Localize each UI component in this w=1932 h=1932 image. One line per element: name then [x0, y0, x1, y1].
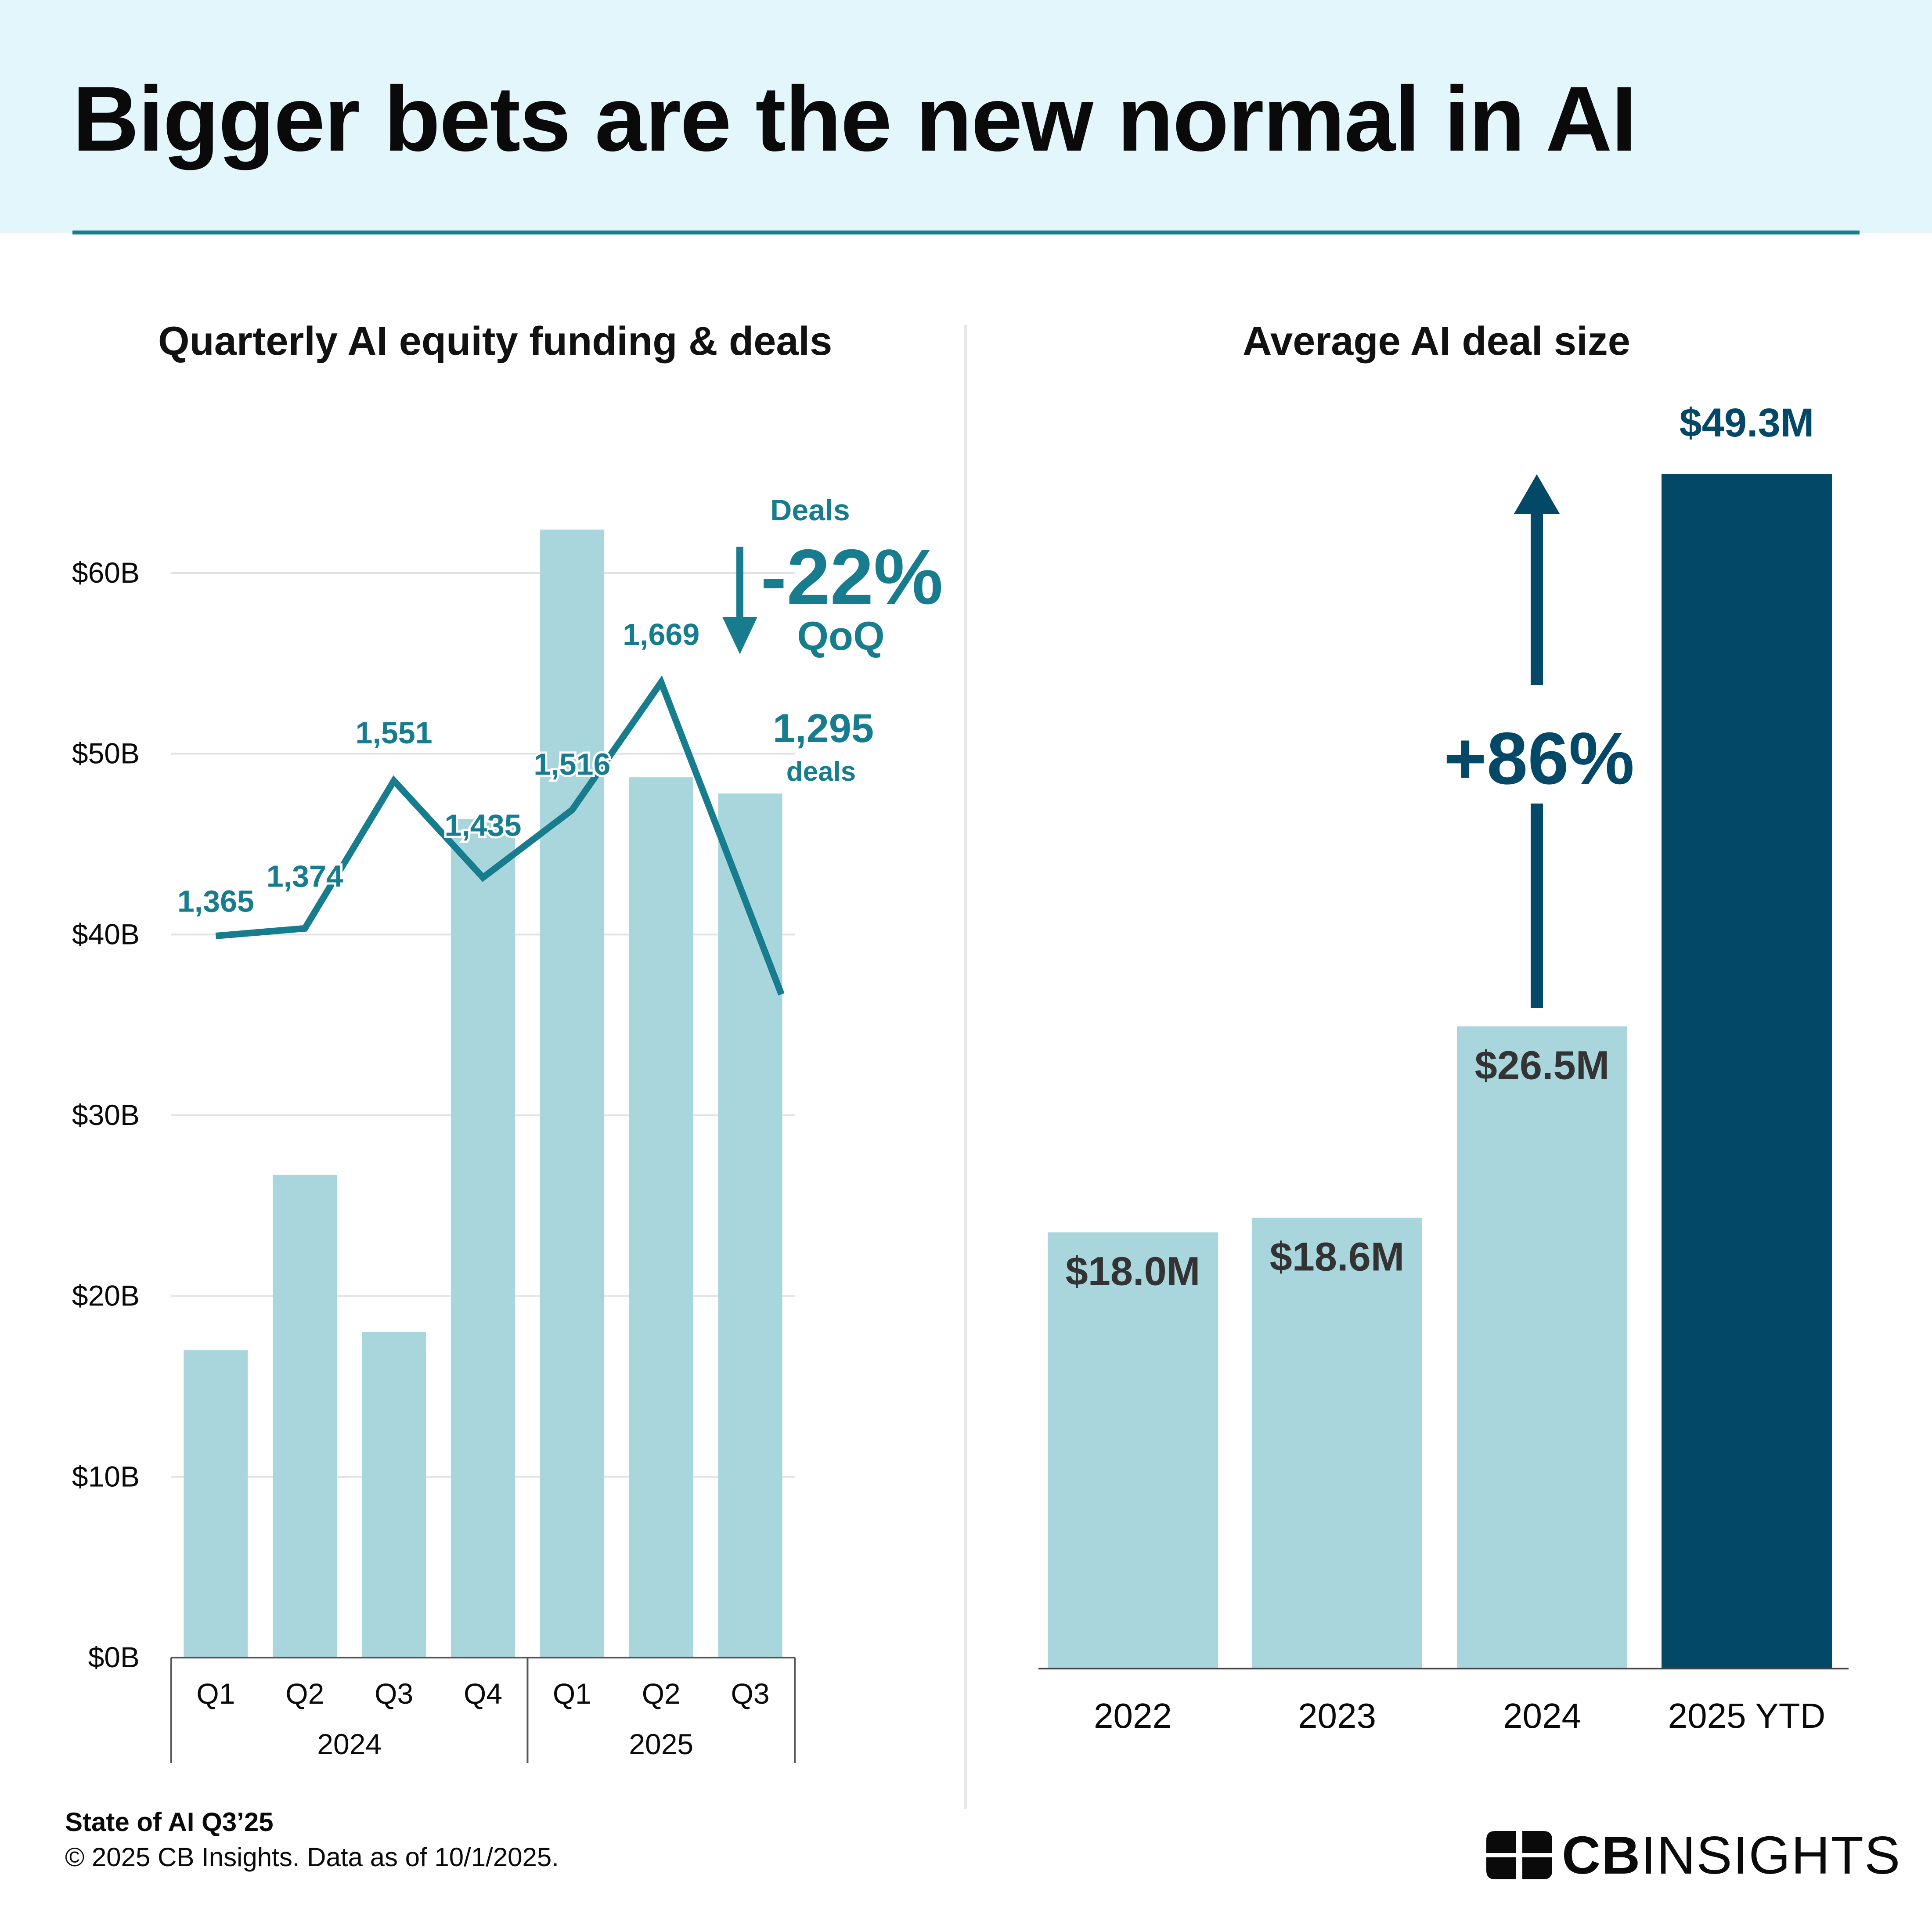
y-tick-label: $40B [72, 918, 140, 950]
footer-copyright: © 2025 CB Insights. Data as of 10/1/2025… [65, 1842, 559, 1872]
x-tick-label: Q2 [642, 1677, 681, 1710]
header-band [0, 0, 1932, 233]
x-tick-label: Q1 [553, 1677, 591, 1710]
x-tick-label: 2023 [1298, 1696, 1376, 1735]
x-tick-label: Q2 [285, 1677, 324, 1710]
average-deal-size-chart: 2022 2023 2024 2025 YTD $18.0M $18.6M $26.5M $4… [1038, 400, 1849, 1735]
deal-size-data-label: $18.0M [1066, 1249, 1200, 1294]
deal-size-bar [1457, 1026, 1627, 1669]
deal-size-data-label: $49.3M [1680, 400, 1814, 445]
y-tick-label: $60B [72, 556, 140, 589]
page-title: Bigger bets are the new normal in AI [72, 67, 1637, 170]
x-tick-label: Q4 [464, 1677, 502, 1710]
down-arrow-head-icon [722, 617, 757, 654]
cb-insights-logo: CBINSIGHTS [1486, 1825, 1901, 1885]
header-divider [72, 231, 1860, 234]
brand-text-light: INSIGHTS [1641, 1825, 1901, 1885]
y-tick-label: $30B [72, 1099, 140, 1131]
deal-size-bar [1662, 474, 1832, 1669]
deals-data-label: 1,374 [267, 859, 343, 893]
x-group-label: 2025 [629, 1728, 693, 1760]
x-tick-label: 2024 [1503, 1696, 1581, 1735]
funding-bar [718, 793, 782, 1658]
deals-period-label: QoQ [797, 614, 884, 659]
quarterly-funding-chart: $0B $10B $20B $30B $40B $50B $60B Q1 Q2 Q3 Q4 Q1 Q2 Q… [72, 494, 943, 1763]
brand-text-bold: CB [1562, 1825, 1641, 1885]
deals-line [215, 675, 785, 996]
right-chart-title: Average AI deal size [1243, 319, 1630, 364]
funding-bar [451, 818, 515, 1658]
x-group-label: 2024 [317, 1728, 382, 1760]
x-tick-label: Q1 [196, 1677, 235, 1710]
deals-data-label: 1,435 [444, 808, 521, 843]
deal-size-change-label: +86% [1444, 717, 1634, 800]
deal-size-bar [1252, 1218, 1422, 1669]
y-tick-label: $50B [72, 737, 140, 770]
funding-bar [273, 1175, 337, 1658]
y-tick-label: $0B [88, 1641, 140, 1673]
x-tick-label: Q3 [375, 1677, 413, 1710]
left-chart-title: Quarterly AI equity funding & deals [158, 319, 833, 364]
deal-size-bar [1048, 1232, 1218, 1669]
y-tick-label: $20B [72, 1280, 140, 1312]
up-arrow-head-icon [1514, 474, 1560, 514]
change-label-background [1445, 685, 1629, 804]
x-tick-label: 2025 YTD [1668, 1696, 1826, 1735]
deal-size-data-label: $26.5M [1475, 1043, 1610, 1088]
x-tick-label: 2022 [1094, 1696, 1172, 1735]
deals-unit-label: deals [786, 757, 856, 787]
deals-data-label: 1,365 [177, 884, 254, 919]
funding-bar [540, 530, 604, 1658]
funding-bar [629, 777, 693, 1658]
deals-change-label: -22% [761, 533, 943, 620]
panel-divider [964, 325, 967, 1809]
deals-data-label: 1,295 [773, 706, 874, 751]
deal-size-data-label: $18.6M [1270, 1234, 1405, 1279]
funding-bar [184, 1350, 248, 1658]
cb-insights-logo-icon [1486, 1831, 1552, 1879]
y-tick-label: $10B [72, 1460, 140, 1492]
deals-data-label: 1,551 [356, 716, 433, 750]
x-tick-label: Q3 [731, 1677, 770, 1710]
deals-annotation-label: Deals [770, 494, 850, 527]
deals-data-label: 1,669 [623, 617, 699, 652]
footer-source: State of AI Q3’25 [65, 1807, 274, 1837]
deals-data-label: 1,516 [533, 747, 610, 782]
funding-bar [362, 1332, 426, 1658]
